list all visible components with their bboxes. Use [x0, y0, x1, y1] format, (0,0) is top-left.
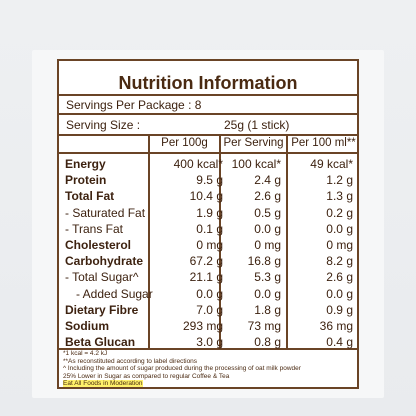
value-per-100g: 0.0 g — [196, 286, 223, 301]
value-per-100g: 7.0 g — [196, 302, 223, 317]
column-divider-1 — [148, 134, 150, 350]
value-per-100ml: 1.3 g — [326, 189, 353, 204]
value-per-100g: 3.0 g — [196, 335, 223, 350]
value-per-100ml: 2.6 g — [326, 270, 353, 285]
servings-per-package: Servings Per Package : 8 — [66, 98, 202, 112]
table-bottom-divider — [59, 348, 357, 350]
value-per-100g: 293 mg — [182, 319, 223, 333]
nutrient-name: - Saturated Fat — [65, 205, 146, 220]
nutrient-name: Sodium — [65, 319, 109, 333]
nutrition-label: Nutrition Information Servings Per Packa… — [57, 59, 359, 389]
value-per-100ml: 0.2 g — [326, 205, 353, 220]
nutrient-name: Total Fat — [65, 189, 115, 204]
value-per-100g: 10.4 g — [189, 189, 223, 204]
value-per-serving: 0.0 g — [254, 286, 281, 301]
label-title: Nutrition Information — [118, 73, 298, 93]
footnote-reconstituted: **As reconstituted according to label di… — [63, 357, 198, 365]
value-per-100ml: 0.0 g — [326, 221, 353, 236]
nutrient-name: Beta Glucan — [65, 335, 136, 350]
value-per-100ml: 36 mg — [319, 319, 353, 333]
column-header-per-100g: Per 100g — [161, 137, 208, 149]
footnote-kcal: *1 kcal = 4.2 kJ — [63, 350, 108, 357]
footnote-lower-sugar: 25% Lower in Sugar as compared to regula… — [63, 372, 230, 380]
nutrient-name: Energy — [65, 157, 106, 171]
value-per-serving: 16.8 g — [247, 254, 281, 269]
servings-divider — [59, 113, 357, 115]
title-divider — [59, 94, 357, 96]
column-header-per-serving: Per Serving — [223, 137, 284, 149]
value-per-serving: 0.5 g — [254, 205, 281, 220]
nutrient-name: - Total Sugar^ — [65, 270, 139, 285]
value-per-serving: 0.8 g — [254, 335, 281, 350]
serving-size-value: 25g (1 stick) — [224, 118, 290, 132]
value-per-100ml: 0 mg — [326, 238, 353, 252]
value-per-100g: 400 kcal* — [173, 157, 223, 171]
nutrient-name: Protein — [65, 173, 107, 188]
serving-size-label: Serving Size : — [66, 118, 141, 132]
value-per-serving: 2.6 g — [254, 189, 281, 204]
value-per-100ml: 49 kcal* — [310, 157, 353, 171]
value-per-100g: 9.5 g — [196, 173, 223, 188]
value-per-100ml: 0.9 g — [326, 302, 353, 317]
nutrient-name: - Added Sugar — [76, 286, 153, 301]
value-per-100ml: 0.4 g — [326, 335, 353, 350]
value-per-serving: 5.3 g — [254, 270, 281, 285]
value-per-100g: 21.1 g — [189, 270, 223, 285]
nutrient-name: Dietary Fibre — [65, 302, 139, 317]
value-per-serving: 73 mg — [247, 319, 281, 333]
value-per-100ml: 0.0 g — [326, 286, 353, 301]
column-divider-2 — [219, 134, 221, 350]
value-per-serving: 1.8 g — [254, 302, 281, 317]
value-per-serving: 0 mg — [254, 238, 281, 252]
value-per-serving: 2.4 g — [254, 173, 281, 188]
column-header-per-100ml: Per 100 ml** — [291, 137, 356, 149]
header-divider — [59, 152, 357, 154]
value-per-100ml: 8.2 g — [326, 254, 353, 269]
value-per-100g: 67.2 g — [189, 254, 223, 269]
serving-size-divider — [59, 134, 357, 136]
value-per-100ml: 1.2 g — [326, 173, 353, 188]
value-per-100g: 0 mg — [196, 238, 223, 252]
nutrient-name: Carbohydrate — [65, 254, 144, 269]
value-per-100g: 0.1 g — [196, 221, 223, 236]
value-per-serving: 0.0 g — [254, 221, 281, 236]
footnote-sugar: ^ Including the amount of sugar produced… — [63, 365, 301, 373]
value-per-serving: 100 kcal* — [231, 157, 281, 171]
value-per-100g: 1.9 g — [196, 205, 223, 220]
column-divider-3 — [286, 134, 288, 350]
footnote-moderation: Eat All Foods in Moderation — [63, 380, 143, 388]
nutrient-name: Cholesterol — [65, 238, 132, 252]
nutrient-name: - Trans Fat — [65, 221, 124, 236]
